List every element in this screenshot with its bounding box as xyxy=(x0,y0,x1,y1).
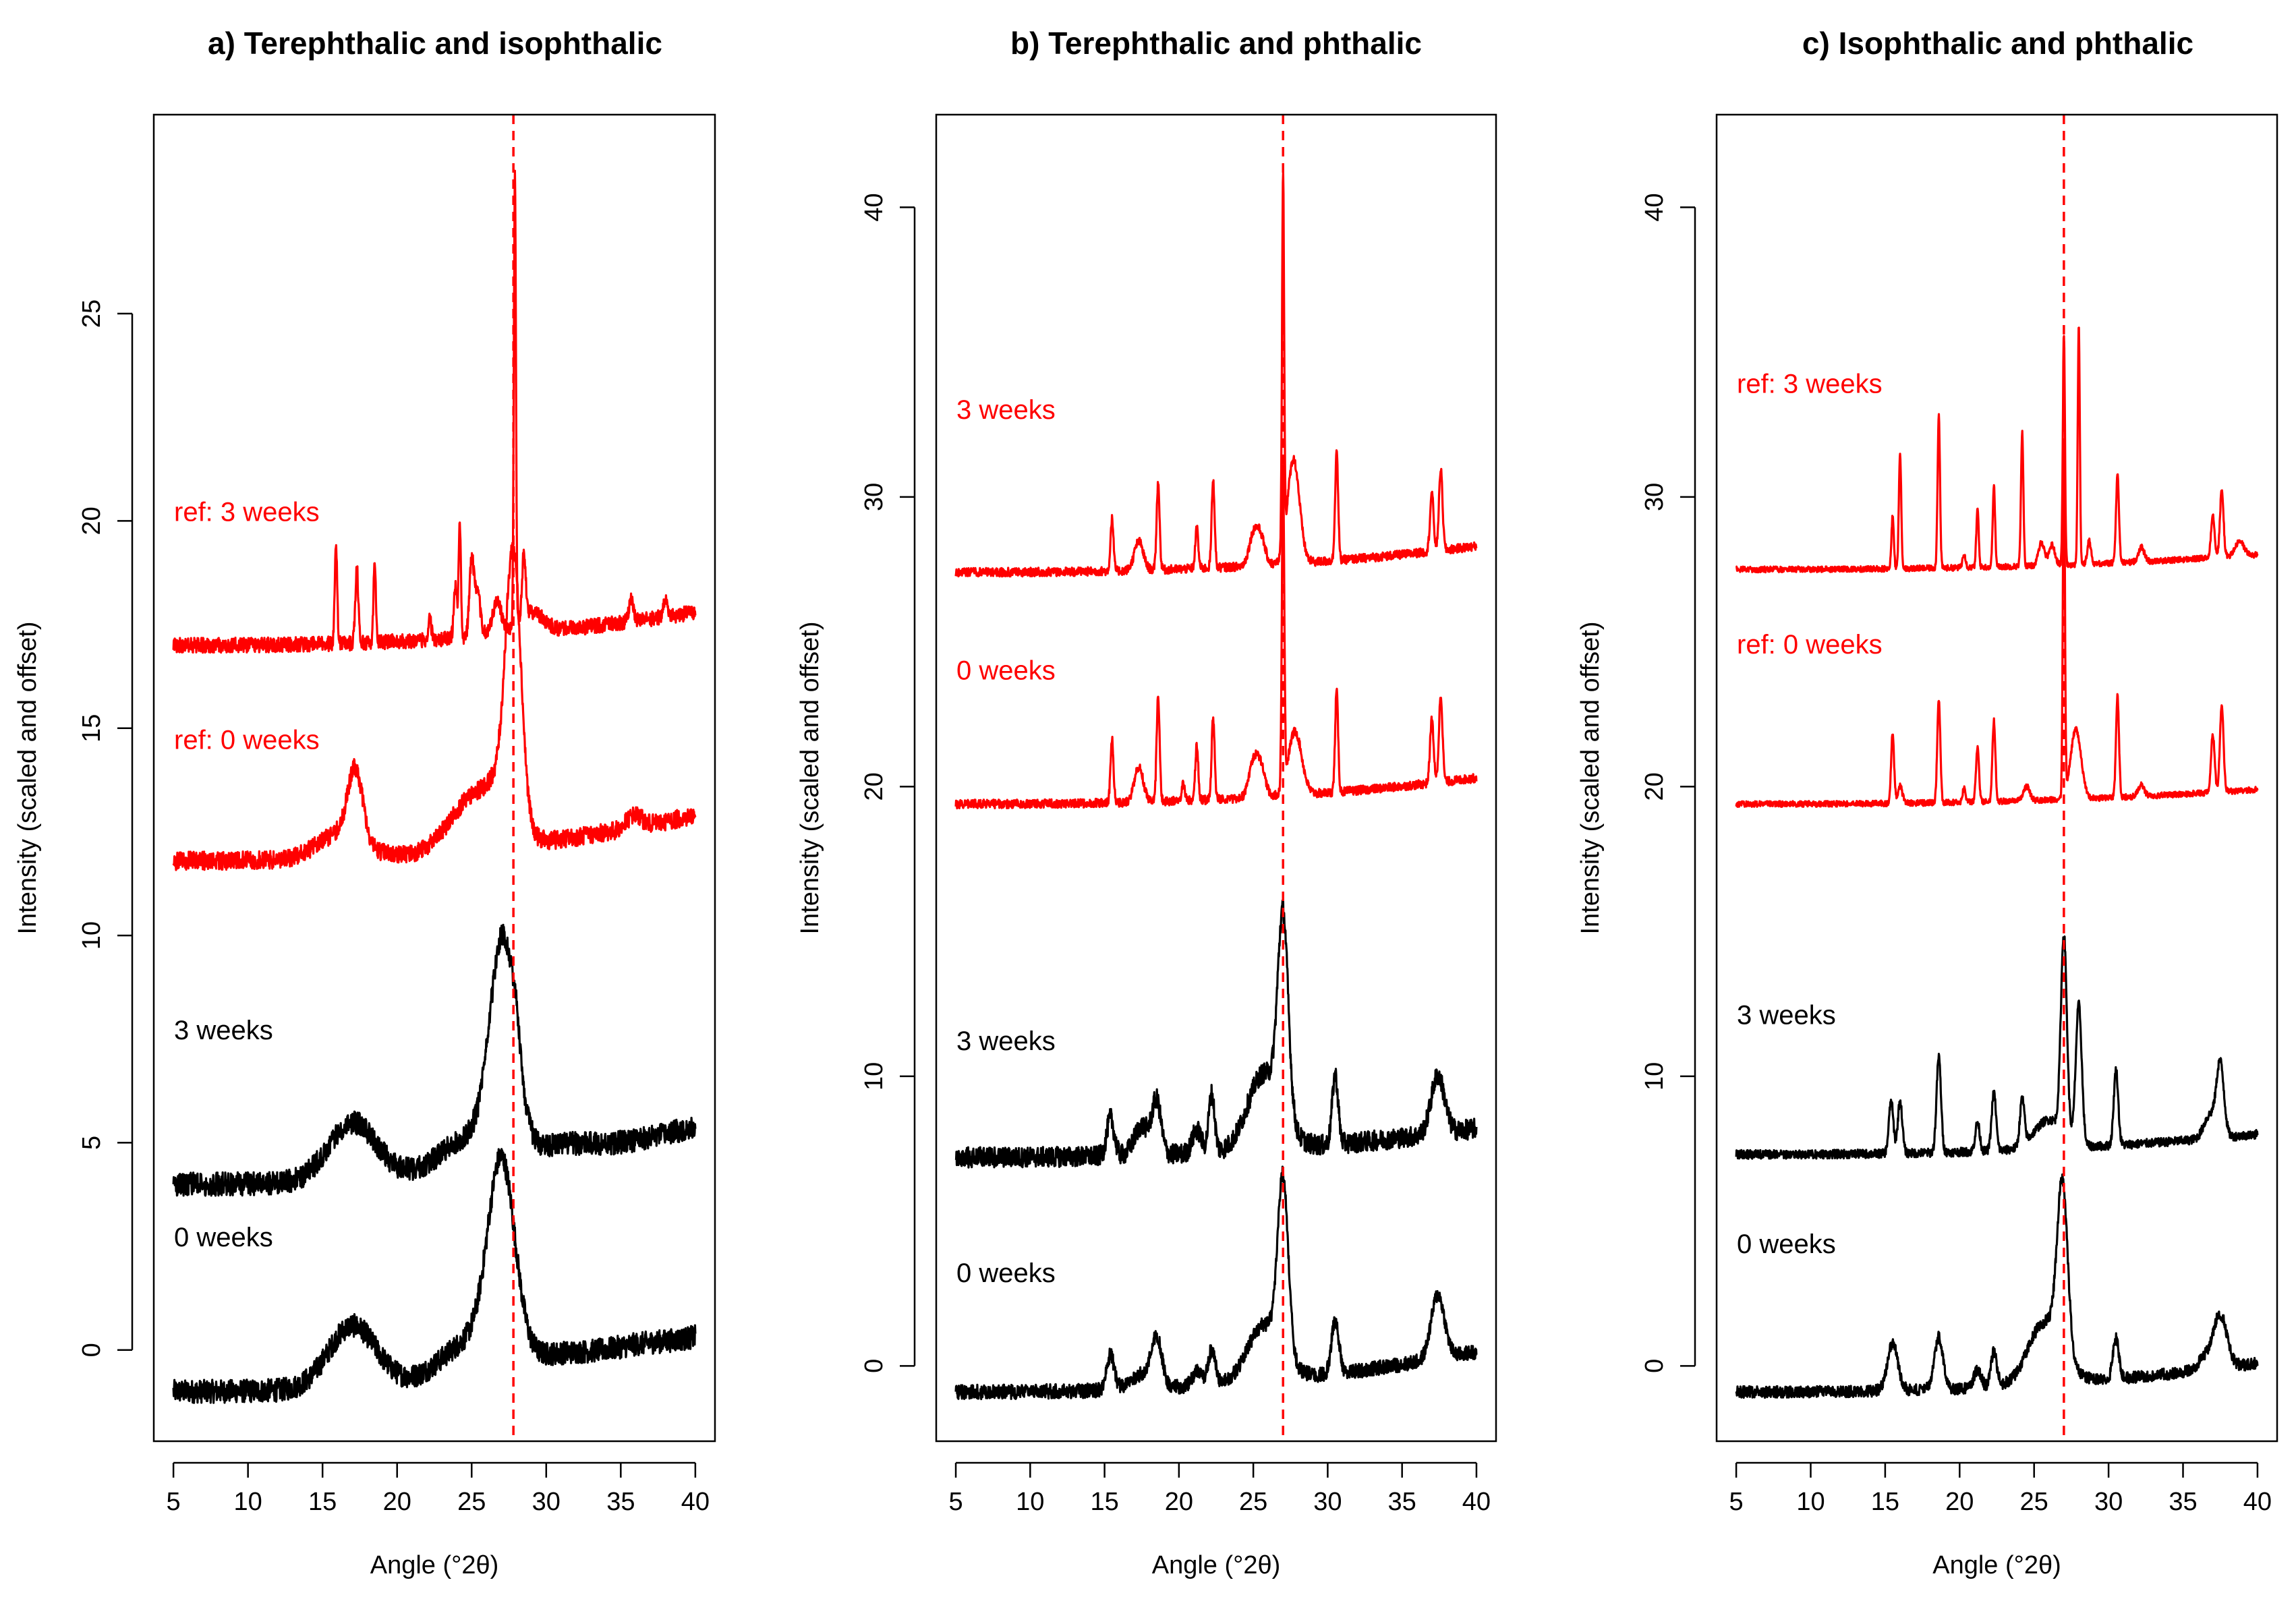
x-tick-label: 25 xyxy=(1239,1488,1267,1516)
series-label: 3 weeks xyxy=(956,1026,1056,1056)
series-trace xyxy=(1735,326,2259,574)
x-tick-label: 20 xyxy=(1165,1488,1193,1516)
y-tick-label: 40 xyxy=(860,193,888,221)
y-tick-label: 20 xyxy=(78,506,106,535)
series-label: 0 weeks xyxy=(1737,1229,1836,1259)
y-axis: 0 5 10 15 20 25 xyxy=(78,299,134,1357)
y-tick-label: 25 xyxy=(78,299,106,328)
x-axis: 5 10 15 20 25 30 35 40 xyxy=(167,1461,710,1516)
x-tick-label: 5 xyxy=(948,1488,963,1516)
x-tick-label: 40 xyxy=(2243,1488,2272,1516)
x-tick-label: 5 xyxy=(1729,1488,1744,1516)
x-tick-label: 20 xyxy=(1945,1488,1974,1516)
y-tick-label: 10 xyxy=(78,921,106,950)
series-label: ref: 0 weeks xyxy=(174,725,320,755)
x-tick-label: 40 xyxy=(1462,1488,1491,1516)
x-tick-label: 35 xyxy=(2169,1488,2197,1516)
series-label: ref: 0 weeks xyxy=(1737,630,1883,660)
series-label: ref: 3 weeks xyxy=(1737,369,1883,399)
y-axis: 0 10 20 30 40 xyxy=(860,193,916,1373)
series-label: 0 weeks xyxy=(956,1258,1056,1288)
y-tick-label: 20 xyxy=(860,772,888,801)
series-trace xyxy=(1735,935,2259,1160)
x-axis: 5 10 15 20 25 30 35 40 xyxy=(1729,1461,2272,1516)
series-trace xyxy=(172,169,697,654)
y-axis-label: Intensity (scaled and offset) xyxy=(13,622,42,935)
x-tick-label: 40 xyxy=(681,1488,710,1516)
x-tick-label: 30 xyxy=(532,1488,561,1516)
series-label: 0 weeks xyxy=(174,1223,273,1252)
y-tick-label: 10 xyxy=(1640,1062,1669,1091)
x-tick-label: 25 xyxy=(457,1488,486,1516)
y-axis: 0 10 20 30 40 xyxy=(1640,193,1696,1373)
x-tick-label: 25 xyxy=(2020,1488,2048,1516)
series-label: 3 weeks xyxy=(1737,1001,1836,1030)
x-tick-label: 5 xyxy=(167,1488,181,1516)
series-label: 0 weeks xyxy=(956,656,1056,685)
series-trace xyxy=(172,1148,697,1404)
chart-title: b) Terephthalic and phthalic xyxy=(1010,26,1422,61)
series-trace xyxy=(954,171,1478,578)
x-tick-label: 15 xyxy=(1090,1488,1118,1516)
x-tick-label: 20 xyxy=(383,1488,411,1516)
x-tick-label: 15 xyxy=(308,1488,337,1516)
x-tick-label: 10 xyxy=(1016,1488,1044,1516)
y-tick-label: 0 xyxy=(1640,1359,1669,1373)
series-trace xyxy=(172,540,697,871)
plot-frame xyxy=(1715,113,2278,1443)
x-axis: 5 10 15 20 25 30 35 40 xyxy=(948,1461,1491,1516)
chart-title: c) Isophthalic and phthalic xyxy=(1802,26,2193,61)
series-trace xyxy=(1735,445,2259,808)
plot-frame xyxy=(935,113,1497,1443)
y-tick-label: 40 xyxy=(1640,193,1669,221)
y-tick-label: 0 xyxy=(860,1359,888,1373)
y-tick-label: 0 xyxy=(78,1343,106,1357)
x-tick-label: 35 xyxy=(1388,1488,1416,1516)
y-tick-label: 30 xyxy=(860,483,888,511)
y-tick-label: 15 xyxy=(78,714,106,743)
x-tick-label: 35 xyxy=(606,1488,635,1516)
panel-3: c) Isophthalic and phthalic 0 weeks 3 week… xyxy=(1576,26,2278,1579)
panel-2: b) Terephthalic and phthalic 0 weeks 3 wee… xyxy=(796,26,1497,1579)
series-trace xyxy=(954,1165,1478,1401)
series-label: 3 weeks xyxy=(174,1016,273,1045)
x-axis-label: Angle (°2θ) xyxy=(1932,1551,2061,1579)
y-axis-label: Intensity (scaled and offset) xyxy=(796,622,824,935)
series-label: 3 weeks xyxy=(956,395,1056,425)
panel-1: a) Terephthalic and isophthalic 0 weeks 3 … xyxy=(13,26,716,1579)
series-trace xyxy=(954,899,1478,1169)
series-trace xyxy=(172,923,697,1197)
series-trace xyxy=(954,463,1478,810)
y-axis-label: Intensity (scaled and offset) xyxy=(1576,622,1605,935)
y-tick-label: 5 xyxy=(78,1136,106,1150)
y-tick-label: 10 xyxy=(860,1062,888,1091)
x-tick-label: 10 xyxy=(1796,1488,1825,1516)
y-tick-label: 30 xyxy=(1640,483,1669,511)
chart-title: a) Terephthalic and isophthalic xyxy=(208,26,662,61)
series-label: ref: 3 weeks xyxy=(174,497,320,527)
x-tick-label: 10 xyxy=(234,1488,262,1516)
x-tick-label: 15 xyxy=(1871,1488,1899,1516)
plot-frame xyxy=(152,113,716,1443)
x-axis-label: Angle (°2θ) xyxy=(370,1551,499,1579)
x-tick-label: 30 xyxy=(2094,1488,2123,1516)
x-axis-label: Angle (°2θ) xyxy=(1152,1551,1281,1579)
y-tick-label: 20 xyxy=(1640,772,1669,801)
series-trace xyxy=(1735,1173,2259,1399)
x-tick-label: 30 xyxy=(1313,1488,1342,1516)
